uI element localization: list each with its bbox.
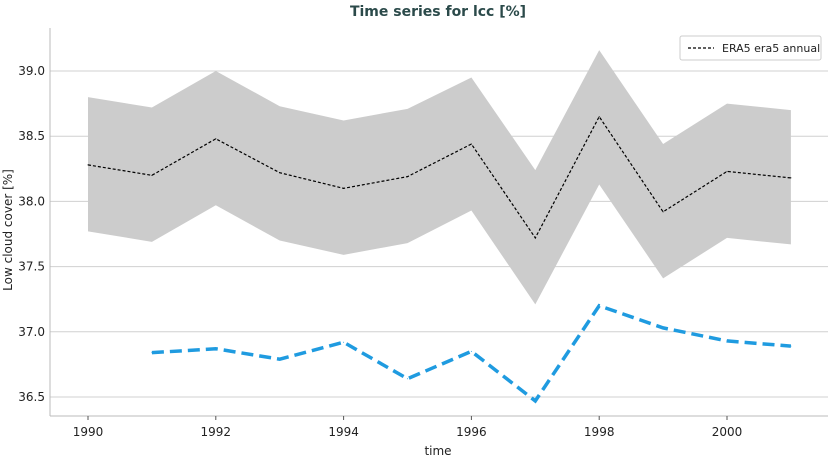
series-line-1 bbox=[151, 303, 792, 404]
data-point bbox=[470, 350, 472, 352]
x-tick-label: 1998 bbox=[584, 425, 615, 439]
x-tick-label: 1990 bbox=[73, 425, 104, 439]
data-point bbox=[407, 378, 408, 380]
data-point bbox=[534, 237, 536, 239]
data-point bbox=[470, 143, 472, 145]
data-point bbox=[598, 116, 600, 118]
legend-label: ERA5 era5 annual bbox=[722, 42, 820, 55]
data-point bbox=[279, 172, 281, 174]
data-point bbox=[726, 340, 728, 342]
data-point bbox=[790, 345, 792, 347]
y-tick-label: 39.0 bbox=[18, 64, 45, 78]
uncertainty-band bbox=[88, 50, 791, 305]
data-point bbox=[343, 187, 345, 189]
y-tick-label: 37.5 bbox=[18, 260, 45, 274]
data-point bbox=[662, 211, 664, 213]
x-tick-label: 2000 bbox=[712, 425, 743, 439]
x-tick-label: 1994 bbox=[328, 425, 359, 439]
data-point bbox=[726, 170, 728, 172]
data-point bbox=[151, 174, 153, 176]
x-tick-label: 1992 bbox=[201, 425, 232, 439]
x-axis-label: time bbox=[424, 444, 451, 457]
y-tick-label: 38.0 bbox=[18, 194, 45, 208]
data-point bbox=[407, 176, 408, 178]
y-tick-label: 36.5 bbox=[18, 390, 45, 404]
data-point bbox=[151, 352, 153, 354]
data-point bbox=[534, 400, 536, 402]
chart-title: Time series for lcc [%] bbox=[350, 4, 526, 20]
y-axis-label: Low cloud cover [%] bbox=[1, 169, 15, 291]
data-point bbox=[662, 327, 664, 329]
y-tick-label: 38.5 bbox=[18, 129, 45, 143]
data-point bbox=[215, 138, 217, 140]
data-point bbox=[598, 305, 600, 307]
legend: ERA5 era5 annual bbox=[679, 35, 822, 61]
data-point bbox=[790, 177, 792, 179]
data-point bbox=[279, 358, 281, 360]
x-tick-label: 1996 bbox=[456, 425, 487, 439]
data-point bbox=[215, 348, 217, 350]
series-line-0 bbox=[87, 115, 791, 240]
data-point bbox=[343, 341, 345, 343]
data-point bbox=[87, 164, 89, 166]
y-tick-label: 37.0 bbox=[18, 325, 45, 339]
